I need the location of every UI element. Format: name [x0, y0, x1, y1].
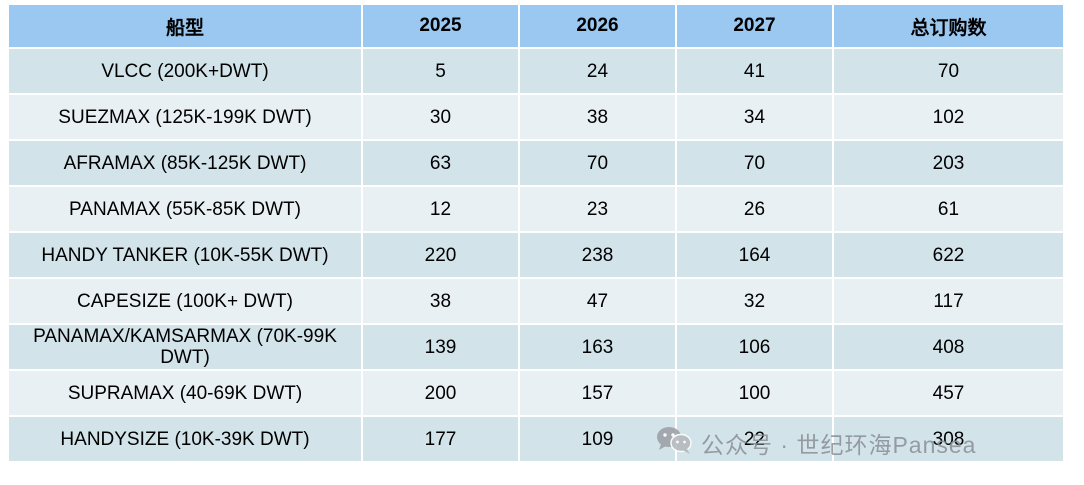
- cell-2025: 200: [361, 369, 520, 417]
- table-row: PANAMAX/KAMSARMAX (70K-99K DWT) 139 163 …: [7, 323, 1065, 371]
- cell-ship-type: PANAMAX/KAMSARMAX (70K-99K DWT): [7, 323, 363, 371]
- cell-2026: 109: [518, 415, 677, 463]
- cell-2027: 22: [675, 415, 834, 463]
- cell-2026: 238: [518, 231, 677, 279]
- cell-ship-type: SUPRAMAX (40-69K DWT): [7, 369, 363, 417]
- table-row: HANDYSIZE (10K-39K DWT) 177 109 22 308: [7, 415, 1065, 463]
- cell-2027: 70: [675, 139, 834, 187]
- cell-2026: 47: [518, 277, 677, 325]
- cell-total: 102: [832, 93, 1065, 141]
- cell-2026: 70: [518, 139, 677, 187]
- header-ship-type: 船型: [7, 3, 363, 49]
- cell-2027: 26: [675, 185, 834, 233]
- cell-2025: 5: [361, 47, 520, 95]
- table-row: VLCC (200K+DWT) 5 24 41 70: [7, 47, 1065, 95]
- cell-total: 203: [832, 139, 1065, 187]
- cell-ship-type: VLCC (200K+DWT): [7, 47, 363, 95]
- cell-2026: 157: [518, 369, 677, 417]
- cell-ship-type: PANAMAX (55K-85K DWT): [7, 185, 363, 233]
- table-row: AFRAMAX (85K-125K DWT) 63 70 70 203: [7, 139, 1065, 187]
- cell-2026: 24: [518, 47, 677, 95]
- cell-ship-type: HANDY TANKER (10K-55K DWT): [7, 231, 363, 279]
- cell-2027: 32: [675, 277, 834, 325]
- table-row: SUEZMAX (125K-199K DWT) 30 38 34 102: [7, 93, 1065, 141]
- cell-2027: 100: [675, 369, 834, 417]
- cell-2027: 164: [675, 231, 834, 279]
- cell-2025: 12: [361, 185, 520, 233]
- table-row: SUPRAMAX (40-69K DWT) 200 157 100 457: [7, 369, 1065, 417]
- cell-2026: 23: [518, 185, 677, 233]
- cell-total: 70: [832, 47, 1065, 95]
- cell-ship-type: HANDYSIZE (10K-39K DWT): [7, 415, 363, 463]
- cell-total: 61: [832, 185, 1065, 233]
- cell-2026: 163: [518, 323, 677, 371]
- orderbook-table: 船型 2025 2026 2027 总订购数 VLCC (200K+DWT) 5…: [7, 3, 1065, 463]
- cell-2025: 139: [361, 323, 520, 371]
- cell-total: 308: [832, 415, 1065, 463]
- cell-2025: 63: [361, 139, 520, 187]
- cell-2025: 38: [361, 277, 520, 325]
- cell-ship-type: AFRAMAX (85K-125K DWT): [7, 139, 363, 187]
- table-row: PANAMAX (55K-85K DWT) 12 23 26 61: [7, 185, 1065, 233]
- cell-ship-type: SUEZMAX (125K-199K DWT): [7, 93, 363, 141]
- header-2025: 2025: [361, 3, 520, 49]
- cell-2025: 220: [361, 231, 520, 279]
- cell-2026: 38: [518, 93, 677, 141]
- cell-total: 457: [832, 369, 1065, 417]
- header-2026: 2026: [518, 3, 677, 49]
- table-row: HANDY TANKER (10K-55K DWT) 220 238 164 6…: [7, 231, 1065, 279]
- cell-2025: 30: [361, 93, 520, 141]
- header-2027: 2027: [675, 3, 834, 49]
- cell-2027: 34: [675, 93, 834, 141]
- table-row: CAPESIZE (100K+ DWT) 38 47 32 117: [7, 277, 1065, 325]
- cell-total: 117: [832, 277, 1065, 325]
- cell-total: 622: [832, 231, 1065, 279]
- cell-2027: 41: [675, 47, 834, 95]
- table-header-row: 船型 2025 2026 2027 总订购数: [7, 3, 1065, 49]
- cell-2025: 177: [361, 415, 520, 463]
- cell-total: 408: [832, 323, 1065, 371]
- cell-2027: 106: [675, 323, 834, 371]
- header-total: 总订购数: [832, 3, 1065, 49]
- cell-ship-type: CAPESIZE (100K+ DWT): [7, 277, 363, 325]
